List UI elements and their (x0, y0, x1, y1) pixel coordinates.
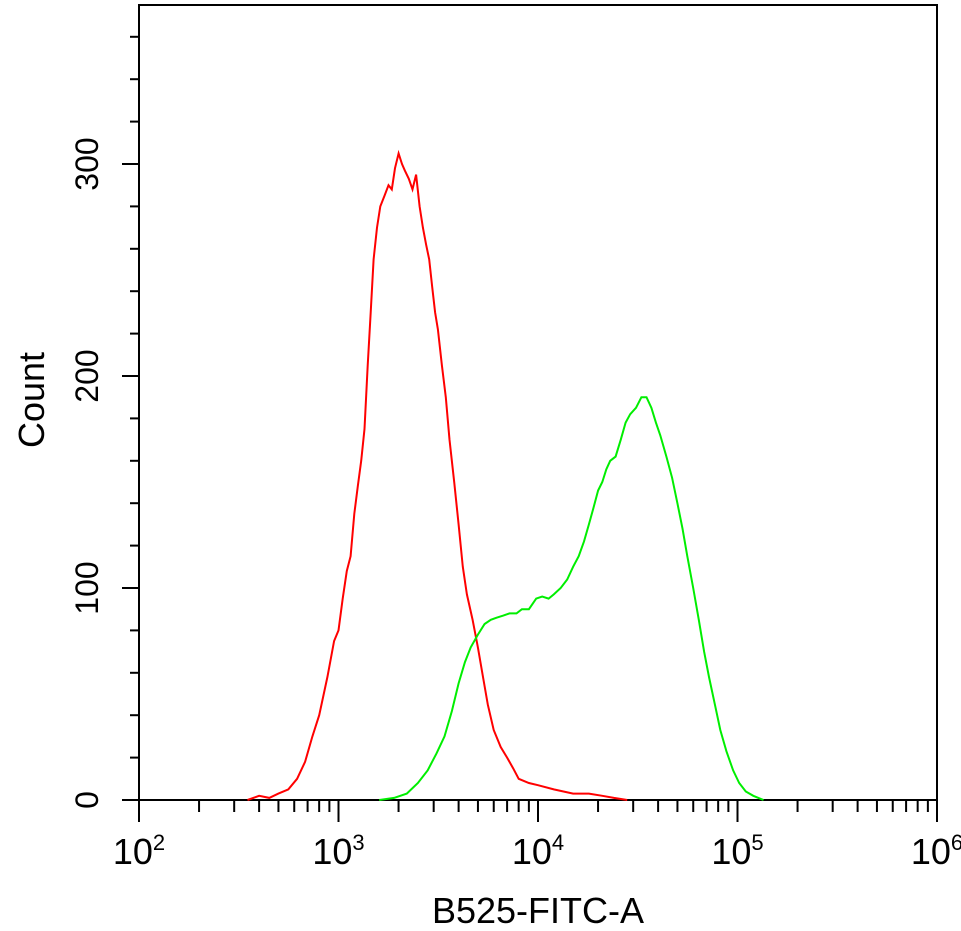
series-line-1 (379, 396, 764, 801)
x-tick-label: 105 (711, 830, 763, 872)
y-tick-label: 200 (69, 349, 105, 402)
axes: 0 100 200 300 102 103 104 105 106 (69, 35, 961, 872)
y-tick-label: 0 (69, 791, 105, 809)
x-tick-label: 104 (512, 830, 564, 872)
x-tick-label: 103 (312, 830, 364, 872)
plot-border (138, 4, 938, 801)
y-tick-label: 300 (69, 137, 105, 190)
y-tick-label: 100 (69, 561, 105, 614)
plot-frame (138, 4, 938, 801)
y-axis-label: Count (11, 352, 52, 448)
x-tick-label: 106 (911, 830, 961, 872)
series-group (247, 149, 764, 801)
series-line-0 (247, 149, 628, 801)
x-tick-label: 102 (113, 830, 165, 872)
x-axis-label: B525-FITC-A (432, 890, 644, 931)
